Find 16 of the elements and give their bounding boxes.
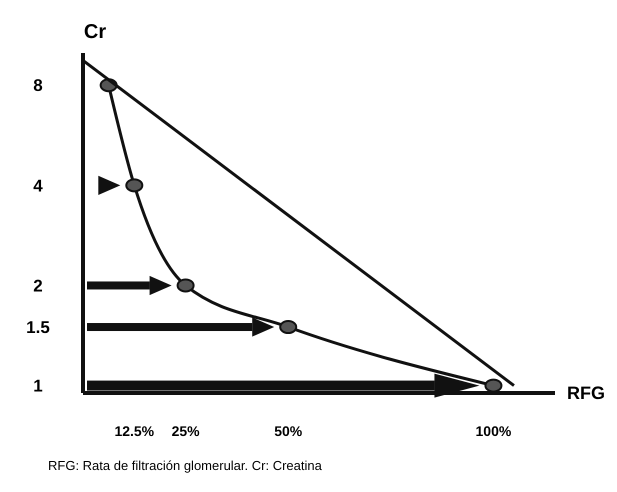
x-tick-label: 12.5% [114, 423, 155, 439]
point [125, 178, 144, 192]
y-tick-label: 1.5 [26, 318, 50, 337]
y-tick-label: 8 [33, 76, 43, 96]
y-tick-label: 4 [33, 176, 44, 196]
point [279, 320, 298, 334]
y-tick-label: 2 [33, 276, 43, 296]
x-tick-label: 25% [172, 423, 200, 439]
x-axis-title: RFG [567, 383, 605, 403]
y-axis-title: Cr [84, 21, 106, 43]
x-tick-label: 100% [476, 423, 512, 439]
point [484, 378, 502, 393]
point [176, 278, 195, 292]
text: RFG: Rata de filtración glomerular. Cr: Creatina [48, 458, 323, 473]
x-tick-label: 50% [274, 423, 303, 439]
y-tick-label: 1 [33, 376, 43, 396]
